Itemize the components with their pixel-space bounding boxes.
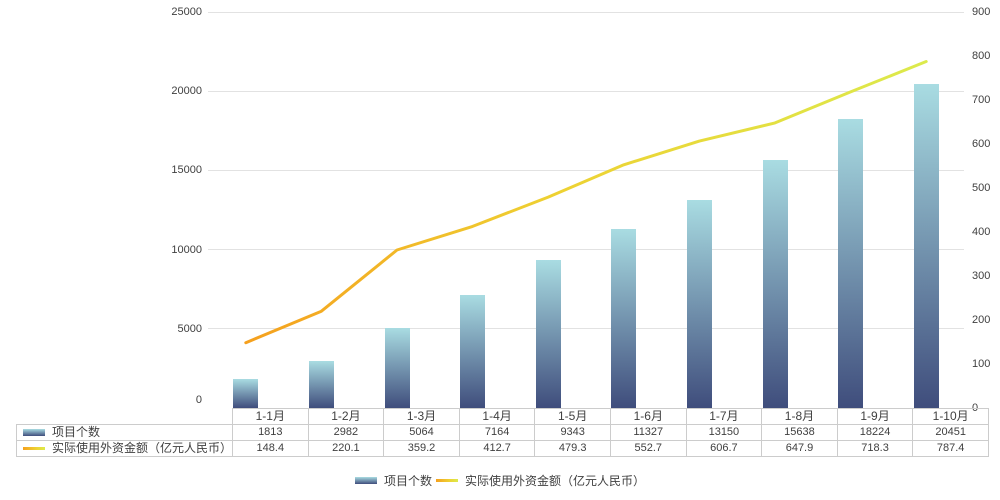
value-bar-1-1月[interactable] — [233, 379, 259, 408]
category-cell: 1-9月 — [836, 408, 914, 425]
value-cell: 1813 — [232, 424, 309, 441]
bar-series-swatch-icon — [23, 429, 45, 437]
value-bar-1-8月[interactable] — [762, 160, 788, 408]
data-table: 1-1月 1-2月 1-3月 1-4月 1-5月 1-6月 1-7月 1-8月 1-9月 1-10… — [15, 408, 989, 457]
value-bar-1-5月[interactable] — [535, 260, 561, 408]
left-axis-tick-label: 25000 — [171, 6, 202, 18]
trend-line[interactable] — [244, 60, 928, 345]
trend-line-layer — [244, 60, 928, 345]
legend-item-line-series[interactable]: 实际使用外资金额（亿元人民币） — [436, 472, 645, 489]
series-name: 项目个数 — [52, 425, 101, 440]
right-axis-tick-label: 700 — [972, 94, 991, 106]
right-axis-tick-label: 500 — [972, 182, 991, 194]
bar-series-swatch-icon — [354, 477, 377, 484]
right-axis-tick-label: 200 — [972, 314, 991, 326]
value-cell: 718.3 — [836, 440, 914, 457]
legend-item-bar-series[interactable]: 项目个数 — [354, 472, 432, 489]
right-axis-tick-label: 100 — [972, 358, 991, 370]
value-cell: 18224 — [836, 424, 914, 441]
value-cell: 552.7 — [609, 440, 687, 457]
left-axis-tick-label: 0 — [195, 394, 202, 406]
value-cell: 7164 — [458, 424, 536, 441]
series-name: 实际使用外资金额（亿元人民币） — [52, 441, 233, 456]
value-bar-1-6月[interactable] — [611, 228, 637, 408]
value-cell: 20451 — [912, 424, 989, 441]
grid-line — [208, 11, 964, 13]
series-label-cell: 项目个数 — [15, 424, 234, 441]
left-axis-tick-label: 5000 — [177, 322, 202, 335]
category-cell: 1-2月 — [307, 408, 385, 425]
table-row-bar-series: 项目个数 1813 2982 5064 7164 9343 11327 13150 15638 1… — [15, 424, 989, 441]
value-bar-1-10月[interactable] — [913, 84, 939, 408]
value-cell: 606.7 — [685, 440, 763, 457]
series-label-cell: 实际使用外资金额（亿元人民币） — [15, 440, 234, 457]
grid-line — [208, 169, 964, 171]
right-axis-tick-label: 400 — [972, 226, 991, 238]
grid-line — [208, 249, 964, 251]
value-cell: 220.1 — [307, 440, 385, 457]
value-bar-1-7月[interactable] — [686, 199, 712, 408]
value-bar-1-4月[interactable] — [460, 294, 486, 408]
value-bar-1-2月[interactable] — [308, 360, 334, 408]
value-bar-1-9月[interactable] — [838, 119, 864, 408]
value-bar-1-3月[interactable] — [384, 327, 410, 408]
value-cell: 412.7 — [458, 440, 536, 457]
legend-label-line-series: 实际使用外资金额（亿元人民币） — [465, 474, 646, 488]
table-row-line-series: 实际使用外资金额（亿元人民币） 148.4 220.1 359.2 412.7 479.3… — [15, 440, 989, 457]
value-cell: 148.4 — [232, 440, 309, 457]
category-cell: 1-10月 — [912, 408, 989, 425]
value-cell: 11327 — [609, 424, 687, 441]
chart-legend: 项目个数 实际使用外资金额（亿元人民币） — [0, 472, 1000, 489]
left-axis-tick-label: 10000 — [171, 243, 202, 256]
chart-data-table: 1-1月 1-2月 1-3月 1-4月 1-5月 1-6月 1-7月 1-8月 1-9月 1-10… — [15, 408, 989, 457]
value-cell: 787.4 — [912, 440, 989, 457]
category-cell: 1-5月 — [534, 408, 611, 425]
value-cell: 15638 — [761, 424, 838, 441]
category-cell: 1-8月 — [761, 408, 838, 425]
category-cell: 1-6月 — [609, 408, 687, 425]
value-cell: 9343 — [534, 424, 611, 441]
line-series-swatch-icon — [23, 447, 45, 451]
grid-line — [208, 328, 964, 330]
left-axis-tick-label: 15000 — [171, 164, 202, 177]
grid-line — [208, 90, 964, 92]
category-cell: 1-7月 — [685, 408, 763, 425]
right-axis-tick-label: 800 — [972, 50, 991, 62]
value-cell: 13150 — [685, 424, 763, 441]
category-cell: 1-3月 — [383, 408, 460, 425]
right-axis-tick-label: 600 — [972, 138, 991, 150]
value-cell: 647.9 — [761, 440, 838, 457]
category-cell: 1-1月 — [232, 408, 309, 425]
value-cell: 479.3 — [534, 440, 611, 457]
right-axis-tick-label: 900 — [972, 6, 991, 18]
legend-label-bar-series: 项目个数 — [383, 474, 432, 488]
table-row-categories: 1-1月 1-2月 1-3月 1-4月 1-5月 1-6月 1-7月 1-8月 1-9月 1-10… — [16, 408, 989, 425]
line-series-swatch-icon — [436, 479, 458, 482]
value-cell: 359.2 — [383, 440, 460, 457]
category-cell: 1-4月 — [458, 408, 536, 425]
table-corner-cell — [16, 408, 234, 425]
left-axis-tick-label: 20000 — [171, 85, 202, 98]
right-axis-tick-label: 300 — [972, 270, 991, 282]
value-cell: 5064 — [383, 424, 460, 441]
value-cell: 2982 — [307, 424, 385, 441]
